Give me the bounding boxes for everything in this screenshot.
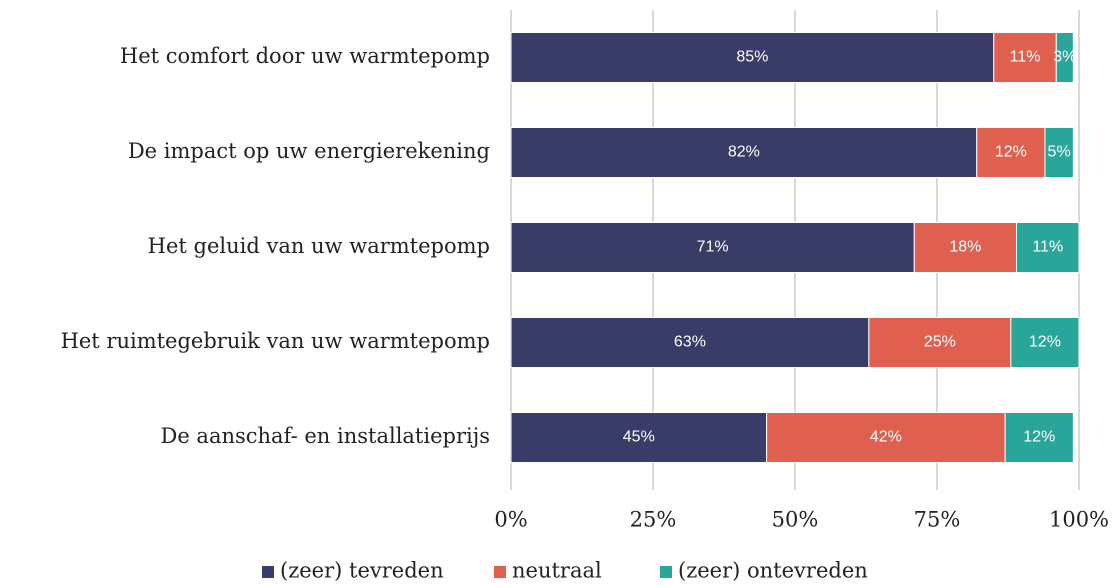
bar-segment: [1016, 222, 1080, 273]
y-tick-label: De impact op uw energierekening: [128, 139, 490, 163]
x-tick-label: 100%: [1049, 508, 1109, 532]
data-label: 18%: [949, 239, 981, 256]
bar-segment: [510, 317, 870, 368]
legend-label: (zeer) ontevreden: [678, 559, 868, 583]
legend-swatch: [660, 566, 672, 578]
data-label: 11%: [1010, 49, 1041, 66]
legend-label: (zeer) tevreden: [280, 559, 444, 583]
bar-segment: [1010, 317, 1080, 368]
bar-segment: [766, 412, 1006, 463]
bar-segment: [1044, 127, 1074, 178]
data-label: 71%: [697, 239, 729, 256]
y-tick-label: Het comfort door uw warmtepomp: [120, 44, 490, 68]
y-tick-label: Het ruimtegebruik van uw warmtepomp: [61, 329, 490, 353]
data-label: 12%: [995, 144, 1027, 161]
legend-swatch: [262, 566, 274, 578]
data-label: 85%: [736, 49, 768, 66]
data-label: 25%: [924, 334, 956, 351]
bar-segment: [510, 127, 978, 178]
x-tick-label: 75%: [914, 508, 961, 532]
bar-segment: [993, 32, 1057, 83]
data-label: 82%: [728, 144, 760, 161]
y-tick-label: Het geluid van uw warmtepomp: [148, 234, 490, 258]
bar-segment: [510, 222, 915, 273]
data-label: 11%: [1032, 239, 1063, 256]
bar-segment: [1055, 32, 1074, 83]
bar-segment: [510, 32, 995, 83]
data-label: 5%: [1048, 144, 1071, 161]
bar-segment: [1004, 412, 1074, 463]
legend-label: neutraal: [512, 559, 602, 583]
bar-segment: [510, 412, 768, 463]
data-label: 3%: [1053, 49, 1076, 66]
legend-swatch: [494, 566, 506, 578]
x-tick-label: 25%: [630, 508, 677, 532]
x-tick-label: 50%: [772, 508, 819, 532]
y-tick-label: De aanschaf- en installatieprijs: [160, 424, 490, 448]
data-label: 45%: [623, 429, 655, 446]
data-label: 12%: [1029, 334, 1061, 351]
data-label: 63%: [674, 334, 706, 351]
data-label: 12%: [1023, 429, 1055, 446]
x-tick-label: 0%: [494, 508, 527, 532]
data-label: 42%: [870, 429, 902, 446]
bar-segment: [913, 222, 1018, 273]
